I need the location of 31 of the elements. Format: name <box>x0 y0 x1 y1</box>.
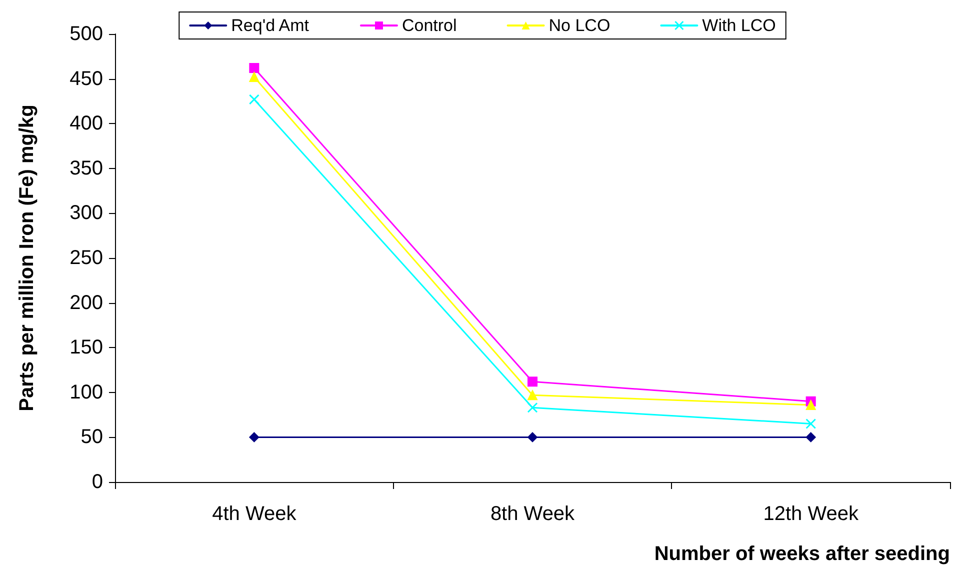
y-tick-label: 350 <box>70 157 103 180</box>
point <box>528 376 538 387</box>
y-tick-label: 100 <box>70 381 103 404</box>
point <box>806 432 816 442</box>
y-tick-label: 0 <box>92 471 103 493</box>
y-tick-label: 150 <box>70 336 103 359</box>
legend-label: With LCO <box>702 16 776 35</box>
x-tick-label: 12th Week <box>763 503 860 525</box>
point <box>249 72 260 82</box>
point <box>248 94 260 105</box>
y-tick-label: 250 <box>70 247 103 269</box>
point <box>528 390 538 400</box>
y-tick-label: 400 <box>70 112 103 135</box>
legend-label: Control <box>402 16 457 35</box>
x-tick-label: 8th Week <box>490 503 576 525</box>
legend-label: Req'd Amt <box>231 16 310 35</box>
y-tick-label: 300 <box>70 202 103 224</box>
point <box>528 432 538 442</box>
x-tick-label: 4th Week <box>212 503 298 525</box>
x-axis-title: Number of weeks after seeding <box>654 543 950 565</box>
y-tick-label: 500 <box>70 23 103 45</box>
y-tick-label: 200 <box>70 292 103 314</box>
point <box>249 432 260 442</box>
y-tick-label: 50 <box>80 426 103 448</box>
point <box>806 400 816 410</box>
legend-label: No LCO <box>548 16 610 35</box>
y-axis-title: Parts per million Iron (Fe) mg/kg <box>16 104 38 412</box>
y-tick-label: 450 <box>70 68 103 90</box>
point <box>806 418 816 430</box>
point <box>527 402 538 413</box>
point <box>249 63 260 74</box>
